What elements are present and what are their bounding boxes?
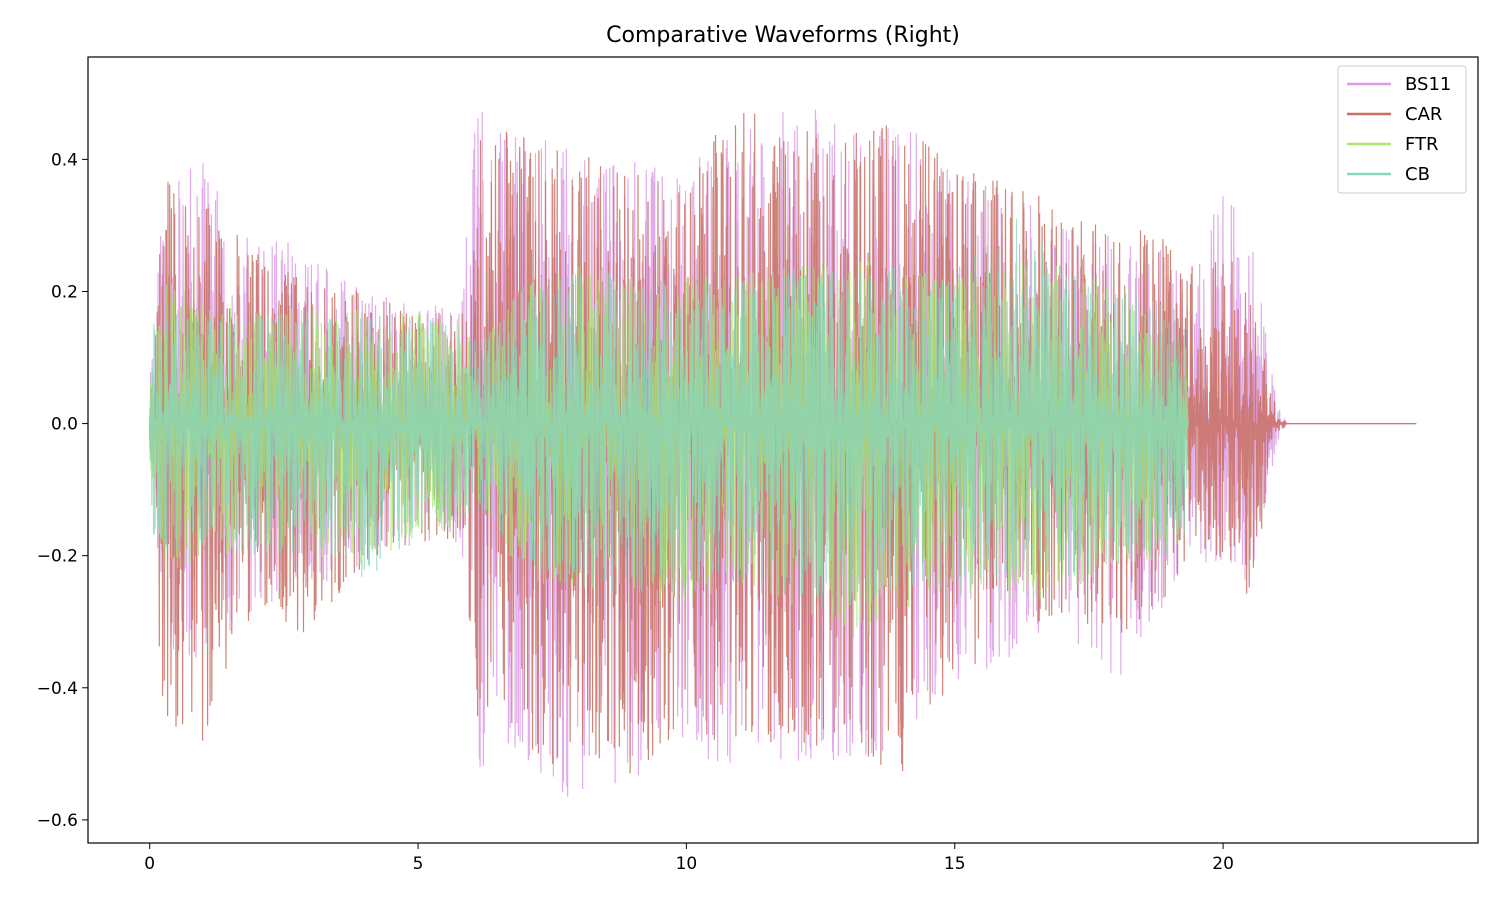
y-tick-label: 0.4 — [51, 150, 78, 170]
y-tick-label: −0.2 — [37, 547, 78, 567]
y-axis: 0.4 0.2 0.0 −0.2 −0.4 −0.6 — [37, 150, 88, 831]
legend-label: CB — [1405, 164, 1430, 185]
x-tick-label: 15 — [944, 854, 966, 874]
y-tick-label: −0.6 — [37, 811, 78, 831]
legend-label: BS11 — [1405, 74, 1451, 95]
x-tick-label: 5 — [413, 854, 424, 874]
legend-label: FTR — [1405, 134, 1439, 155]
legend-label: CAR — [1405, 104, 1442, 125]
x-tick-label: 0 — [144, 854, 155, 874]
y-tick-label: 0.0 — [51, 415, 78, 435]
y-tick-label: 0.2 — [51, 282, 78, 302]
chart-title: Comparative Waveforms (Right) — [606, 23, 960, 48]
plot-frame — [87, 56, 1479, 844]
x-tick-label: 10 — [676, 854, 698, 874]
series-line-cb — [149, 218, 1189, 615]
series-layer — [149, 109, 1417, 797]
x-tick-label: 20 — [1212, 854, 1234, 874]
legend: BS11 CAR FTR CB — [1337, 65, 1467, 194]
legend-box — [1337, 65, 1467, 194]
y-tick-label: −0.4 — [37, 679, 78, 699]
x-axis: 0 5 10 15 20 — [144, 843, 1234, 874]
